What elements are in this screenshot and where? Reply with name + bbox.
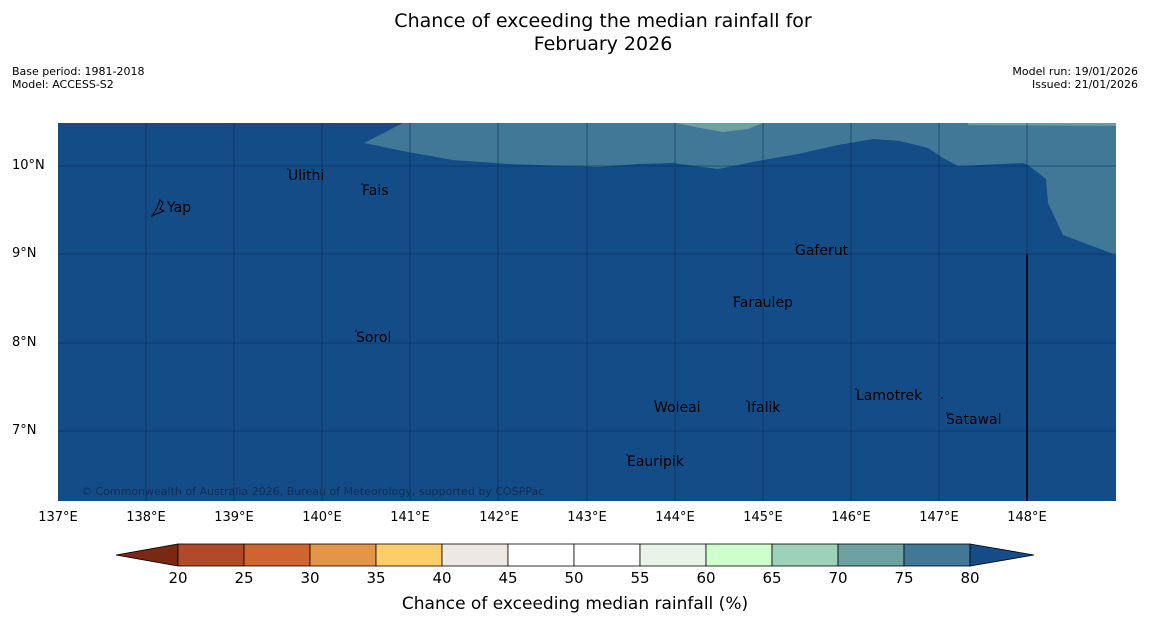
lat-label-8n: 8°N [12, 335, 37, 350]
lon-label-148e: 148°E [1007, 510, 1047, 525]
colorbar-tick-80: 80 [960, 569, 980, 587]
colorbar-seg-25-30 [243, 543, 311, 567]
lon-label-145e: 145°E [743, 510, 783, 525]
colorbar-seg-60-65 [705, 543, 773, 567]
issued-date: Issued: 21/01/2026 [1031, 78, 1138, 91]
colorbar-seg-65-70 [771, 543, 839, 567]
model-run: Model run: 19/01/2026 [1012, 65, 1138, 78]
model-name: Model: ACCESS-S2 [12, 78, 114, 91]
place-eauripik: Eauripik [627, 454, 684, 470]
lon-label-139e: 139°E [214, 510, 254, 525]
place-ulithi: Ulithi [288, 168, 325, 184]
colorbar-tick-55: 55 [630, 569, 650, 587]
island-dots [287, 168, 948, 456]
graticule [58, 123, 1116, 501]
colorbar-seg-50-55 [573, 543, 641, 567]
place-gaferut: Gaferut [795, 243, 849, 259]
colorbar-seg-75-80 [903, 543, 971, 567]
colorbar-tick-35: 35 [366, 569, 386, 587]
colorbar-extend-low [115, 543, 179, 567]
lon-label-138e: 138°E [126, 510, 166, 525]
place-yap: Yap [167, 200, 192, 216]
colorbar-seg-35-40 [375, 543, 443, 567]
place-ifalik: Ifalik [747, 400, 781, 416]
colorbar-label: Chance of exceeding median rainfall (%) [401, 594, 749, 614]
place-sorol: Sorol [356, 330, 392, 346]
lon-label-141e: 141°E [390, 510, 430, 525]
place-satawal: Satawal [946, 412, 1002, 428]
map-canvas [58, 123, 1116, 501]
lon-label-144e: 144°E [655, 510, 695, 525]
colorbar-tick-40: 40 [432, 569, 452, 587]
colorbar-seg-45-50 [507, 543, 575, 567]
place-woleai: Woleai [654, 400, 701, 416]
colorbar-tick-20: 20 [168, 569, 188, 587]
copyright-notice: © Commonwealth of Australia 2026, Bureau… [81, 485, 545, 498]
yap-island [150, 199, 166, 218]
colorbar-tick-45: 45 [498, 569, 518, 587]
band-70-75 [675, 123, 763, 132]
base-period: Base period: 1981-2018 [12, 65, 145, 78]
map-title: Chance of exceeding the median rainfall … [0, 10, 1150, 56]
colorbar-seg-70-75 [837, 543, 905, 567]
place-fais: Fais [362, 183, 389, 199]
title-line-1: Chance of exceeding the median rainfall … [394, 10, 812, 32]
meta-left: Base period: 1981-2018 Model: ACCESS-S2 [12, 65, 144, 91]
colorbar-tick-70: 70 [828, 569, 848, 587]
lon-label-137e: 137°E [38, 510, 78, 525]
colorbar-seg-40-45 [441, 543, 509, 567]
colorbar-tick-50: 50 [564, 569, 584, 587]
band-edge [968, 123, 1116, 126]
lat-label-9n: 9°N [12, 246, 37, 261]
colorbar-seg-30-35 [309, 543, 377, 567]
title-line-2: February 2026 [533, 33, 673, 55]
colorbar-tick-75: 75 [894, 569, 914, 587]
colorbar-seg-20-25 [177, 543, 245, 567]
meta-right: Model run: 19/01/2026 Issued: 21/01/2026 [1012, 65, 1138, 91]
colorbar-segments [177, 543, 971, 567]
colorbar-extend-high [969, 543, 1035, 567]
colorbar-tick-65: 65 [762, 569, 782, 587]
lat-label-7n: 7°N [12, 423, 37, 438]
lat-label-10n: 10°N [12, 158, 45, 173]
place-lamotrek: Lamotrek [856, 388, 923, 404]
map-panel: Yap Ulithi Fais Gaferut Faraulep Sorol W… [58, 123, 1116, 501]
lon-label-147e: 147°E [919, 510, 959, 525]
colorbar-tick-60: 60 [696, 569, 716, 587]
lon-label-140e: 140°E [302, 510, 342, 525]
colorbar-tick-25: 25 [234, 569, 254, 587]
colorbar-tick-30: 30 [300, 569, 320, 587]
colorbar [115, 543, 1035, 567]
lon-label-143e: 143°E [567, 510, 607, 525]
lon-label-142e: 142°E [479, 510, 519, 525]
lon-label-146e: 146°E [831, 510, 871, 525]
place-faraulep: Faraulep [733, 295, 793, 311]
colorbar-seg-55-60 [639, 543, 707, 567]
